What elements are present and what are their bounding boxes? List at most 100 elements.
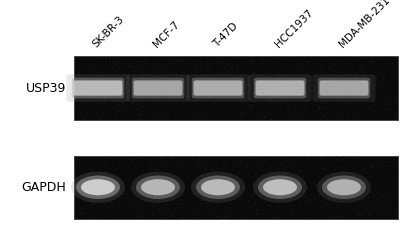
- Point: [216, 84, 222, 88]
- Point: [160, 72, 166, 76]
- Point: [194, 83, 200, 87]
- Point: [264, 183, 270, 186]
- Point: [236, 86, 242, 90]
- Point: [330, 172, 336, 176]
- Point: [120, 73, 126, 77]
- Point: [342, 209, 348, 213]
- Point: [363, 160, 370, 164]
- Point: [111, 204, 118, 208]
- Point: [96, 98, 102, 102]
- Point: [268, 56, 275, 60]
- Point: [264, 92, 270, 96]
- Point: [380, 207, 387, 211]
- Point: [74, 216, 80, 219]
- Point: [157, 78, 163, 82]
- Point: [150, 212, 156, 216]
- Point: [279, 99, 286, 103]
- Point: [239, 196, 245, 200]
- Point: [143, 185, 149, 189]
- Point: [365, 76, 372, 80]
- Point: [193, 167, 200, 171]
- Point: [244, 198, 251, 202]
- Point: [339, 172, 346, 176]
- Point: [288, 160, 294, 164]
- Point: [208, 166, 215, 170]
- Point: [259, 79, 265, 83]
- Point: [124, 60, 131, 64]
- Point: [364, 94, 370, 98]
- Point: [72, 81, 79, 85]
- Point: [335, 181, 341, 185]
- Point: [179, 94, 186, 98]
- Point: [116, 96, 122, 100]
- Point: [288, 196, 294, 200]
- Point: [304, 73, 310, 77]
- Point: [355, 90, 361, 93]
- Point: [269, 216, 275, 219]
- Point: [156, 196, 162, 200]
- Point: [177, 194, 184, 198]
- Text: T-47D: T-47D: [211, 21, 239, 49]
- Point: [132, 213, 139, 217]
- Point: [158, 67, 164, 71]
- Point: [284, 180, 290, 184]
- Point: [275, 214, 281, 218]
- Point: [84, 91, 91, 95]
- Point: [343, 171, 349, 175]
- Point: [267, 190, 274, 194]
- Point: [359, 108, 365, 112]
- Point: [158, 188, 164, 192]
- Point: [271, 94, 277, 98]
- Point: [390, 188, 396, 192]
- Point: [274, 194, 280, 198]
- Point: [158, 113, 164, 117]
- Point: [172, 189, 178, 193]
- Point: [271, 68, 278, 72]
- Point: [222, 118, 228, 122]
- Point: [374, 85, 381, 89]
- Point: [96, 211, 102, 215]
- Point: [246, 99, 253, 103]
- Point: [92, 77, 99, 81]
- Point: [378, 162, 384, 166]
- Point: [178, 176, 184, 180]
- Point: [244, 164, 250, 168]
- Point: [193, 116, 199, 120]
- Point: [334, 203, 340, 207]
- Point: [256, 175, 262, 179]
- Point: [91, 66, 97, 70]
- Point: [140, 200, 147, 204]
- Point: [132, 69, 138, 73]
- Point: [208, 64, 214, 68]
- Point: [223, 73, 229, 77]
- Point: [254, 86, 260, 90]
- Point: [308, 93, 314, 96]
- Point: [255, 96, 262, 100]
- Point: [81, 60, 88, 63]
- Point: [193, 209, 199, 213]
- Point: [263, 101, 270, 105]
- Point: [192, 110, 198, 114]
- Point: [266, 208, 273, 212]
- Point: [212, 101, 218, 105]
- Point: [159, 193, 166, 197]
- Point: [279, 81, 285, 85]
- Point: [151, 159, 158, 163]
- Point: [325, 157, 332, 161]
- Point: [285, 170, 291, 174]
- Point: [80, 67, 86, 71]
- Point: [160, 185, 166, 189]
- Point: [215, 100, 221, 104]
- Point: [291, 157, 298, 161]
- Point: [344, 180, 351, 184]
- Point: [255, 96, 262, 100]
- Point: [334, 58, 340, 62]
- Point: [117, 60, 123, 64]
- Point: [218, 99, 224, 103]
- Point: [360, 63, 366, 67]
- Point: [334, 88, 340, 92]
- Point: [144, 59, 150, 63]
- Point: [348, 66, 354, 70]
- Point: [129, 195, 136, 199]
- Point: [110, 200, 116, 204]
